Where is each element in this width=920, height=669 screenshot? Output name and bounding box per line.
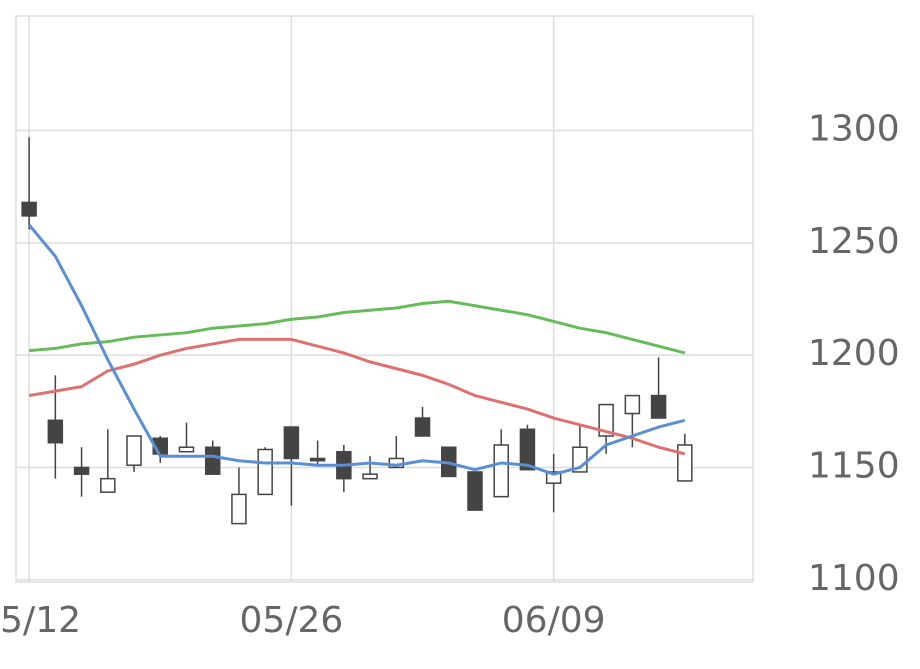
candle-body xyxy=(362,473,378,480)
y-tick-label: 1250 xyxy=(808,221,900,262)
candle-body xyxy=(283,426,300,460)
plot-area xyxy=(15,15,754,583)
y-tick-label: 1200 xyxy=(808,333,900,374)
candle-body xyxy=(73,466,90,475)
candle-body xyxy=(467,471,483,511)
candle-body xyxy=(677,444,693,482)
candle-body xyxy=(624,394,641,415)
candle-body xyxy=(493,444,509,498)
candle-body xyxy=(257,448,273,496)
x-tick-label: 05/26 xyxy=(240,600,344,641)
candle-body xyxy=(519,428,536,471)
y-tick-label: 1300 xyxy=(808,109,900,150)
x-tick-label: 05/12 xyxy=(0,600,81,641)
y-tick-label: 1100 xyxy=(808,558,900,599)
candle-body xyxy=(545,471,562,484)
candle-body xyxy=(650,394,667,419)
candle-body xyxy=(231,493,247,525)
candle-body xyxy=(414,417,431,437)
moving-average-line xyxy=(28,337,686,456)
moving-average-line xyxy=(27,223,686,476)
y-tick-label: 1150 xyxy=(808,445,900,486)
candle-body xyxy=(598,403,614,437)
candle-body xyxy=(204,446,221,475)
x-tick-label: 06/09 xyxy=(502,600,606,641)
candle-body xyxy=(47,419,64,444)
candle-body xyxy=(21,201,37,217)
candle-body xyxy=(309,457,326,462)
candle-body xyxy=(178,446,195,453)
moving-average-line xyxy=(28,299,686,355)
candle-body xyxy=(126,435,142,466)
candle-body xyxy=(100,477,116,493)
